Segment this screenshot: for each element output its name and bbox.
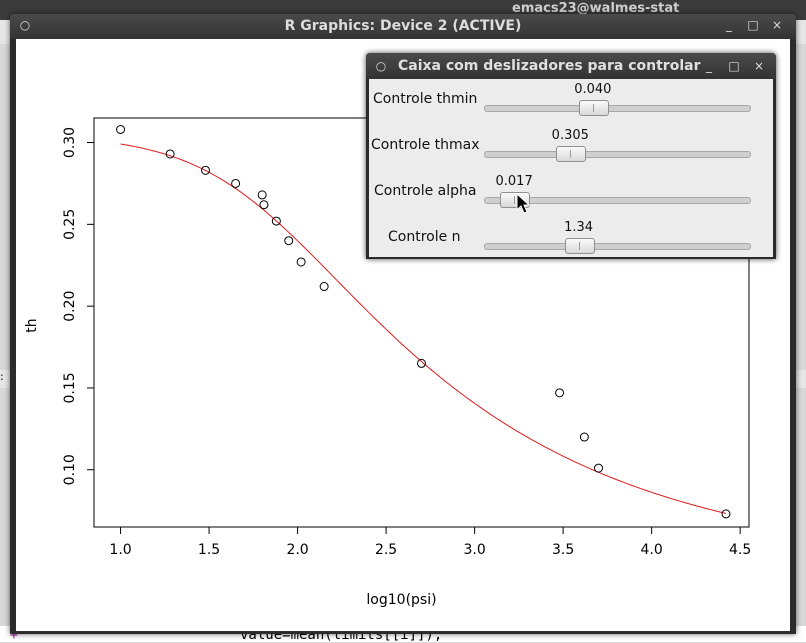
y-axis-label: th [24, 318, 40, 332]
y-tick-label: 0.30 [62, 127, 78, 158]
data-point [284, 236, 294, 246]
fitted-curve [120, 143, 727, 514]
x-tick-label: 3.0 [463, 542, 485, 558]
y-tick-label: 0.25 [62, 209, 78, 240]
data-point [296, 257, 306, 267]
data-point [201, 165, 211, 175]
data-point [417, 358, 426, 368]
slider-row-n: Controle n 1.34 [369, 219, 773, 265]
emacs-prompt: + [10, 628, 18, 643]
y-tick-label: 0.20 [62, 291, 78, 322]
slider-dialog[interactable]: ○ Caixa com deslizadores para controlar … [366, 53, 776, 259]
slider-label: Controle alpha [374, 183, 477, 199]
data-point [555, 388, 565, 398]
data-point [259, 200, 269, 210]
x-axis-label: log10(psi) [366, 592, 436, 608]
y-tick-label: 0.10 [62, 454, 78, 485]
slider-dialog-body: Controle thmin 0.040 Controle thmax 0.30… [369, 79, 773, 257]
r-graphics-title: R Graphics: Device 2 (ACTIVE) [284, 18, 522, 34]
x-tick-label: 1.5 [198, 542, 220, 558]
slider-dialog-titlebar[interactable]: ○ Caixa com deslizadores para controlar … [366, 53, 776, 79]
maximize-icon[interactable]: □ [747, 18, 759, 32]
slider-label: Controle n [388, 229, 461, 245]
x-tick-label: 1.0 [109, 542, 131, 558]
data-point [579, 432, 589, 442]
slider-value: 0.017 [495, 174, 533, 189]
slider-label: Controle thmin [373, 91, 478, 107]
emacs-fringe-right [796, 370, 806, 388]
y-tick-label: 0.15 [62, 372, 78, 403]
maximize-icon[interactable]: □ [728, 59, 740, 73]
close-icon[interactable]: × [771, 18, 783, 32]
x-tick-label: 2.5 [375, 542, 397, 558]
data-point [257, 190, 267, 200]
slider-thumb[interactable] [578, 100, 609, 116]
slider-row-thmin: Controle thmin 0.040 [369, 81, 773, 127]
slider-row-thmax: Controle thmax 0.305 [369, 127, 773, 173]
slider-thumb[interactable] [556, 146, 587, 162]
slider-track[interactable] [484, 105, 751, 112]
data-point [721, 509, 731, 519]
x-tick-label: 2.0 [286, 542, 308, 558]
slider-row-alpha: Controle alpha 0.017 [369, 173, 773, 219]
x-tick-label: 4.5 [729, 542, 751, 558]
data-point [594, 463, 604, 473]
window-menu-icon[interactable]: ○ [19, 18, 31, 32]
data-point [231, 178, 241, 188]
data-point [116, 124, 126, 134]
data-point [165, 149, 175, 159]
window-menu-icon[interactable]: ○ [375, 59, 387, 73]
slider-thumb[interactable] [564, 238, 595, 254]
x-tick-label: 4.0 [641, 542, 663, 558]
emacs-fringe-left: : [0, 370, 10, 388]
x-tick-label: 3.5 [552, 542, 574, 558]
data-point [271, 216, 281, 226]
emacs-title: emacs23@walmes-stat [512, 1, 680, 16]
mouse-pointer-icon [516, 193, 530, 214]
slider-value: 0.040 [574, 82, 612, 97]
slider-track[interactable] [484, 151, 751, 158]
minimize-icon[interactable]: _ [726, 18, 732, 32]
r-graphics-titlebar[interactable]: ○ R Graphics: Device 2 (ACTIVE) _ □ × [10, 14, 796, 39]
slider-value: 1.34 [564, 220, 594, 235]
slider-track[interactable] [484, 197, 751, 204]
slider-track[interactable] [484, 243, 751, 250]
slider-label: Controle thmax [371, 137, 480, 153]
minimize-icon[interactable]: _ [706, 59, 712, 73]
data-point [319, 282, 329, 292]
close-icon[interactable]: × [753, 59, 765, 73]
slider-dialog-title: Caixa com deslizadores para controlar [398, 58, 701, 74]
slider-value: 0.305 [551, 128, 589, 143]
